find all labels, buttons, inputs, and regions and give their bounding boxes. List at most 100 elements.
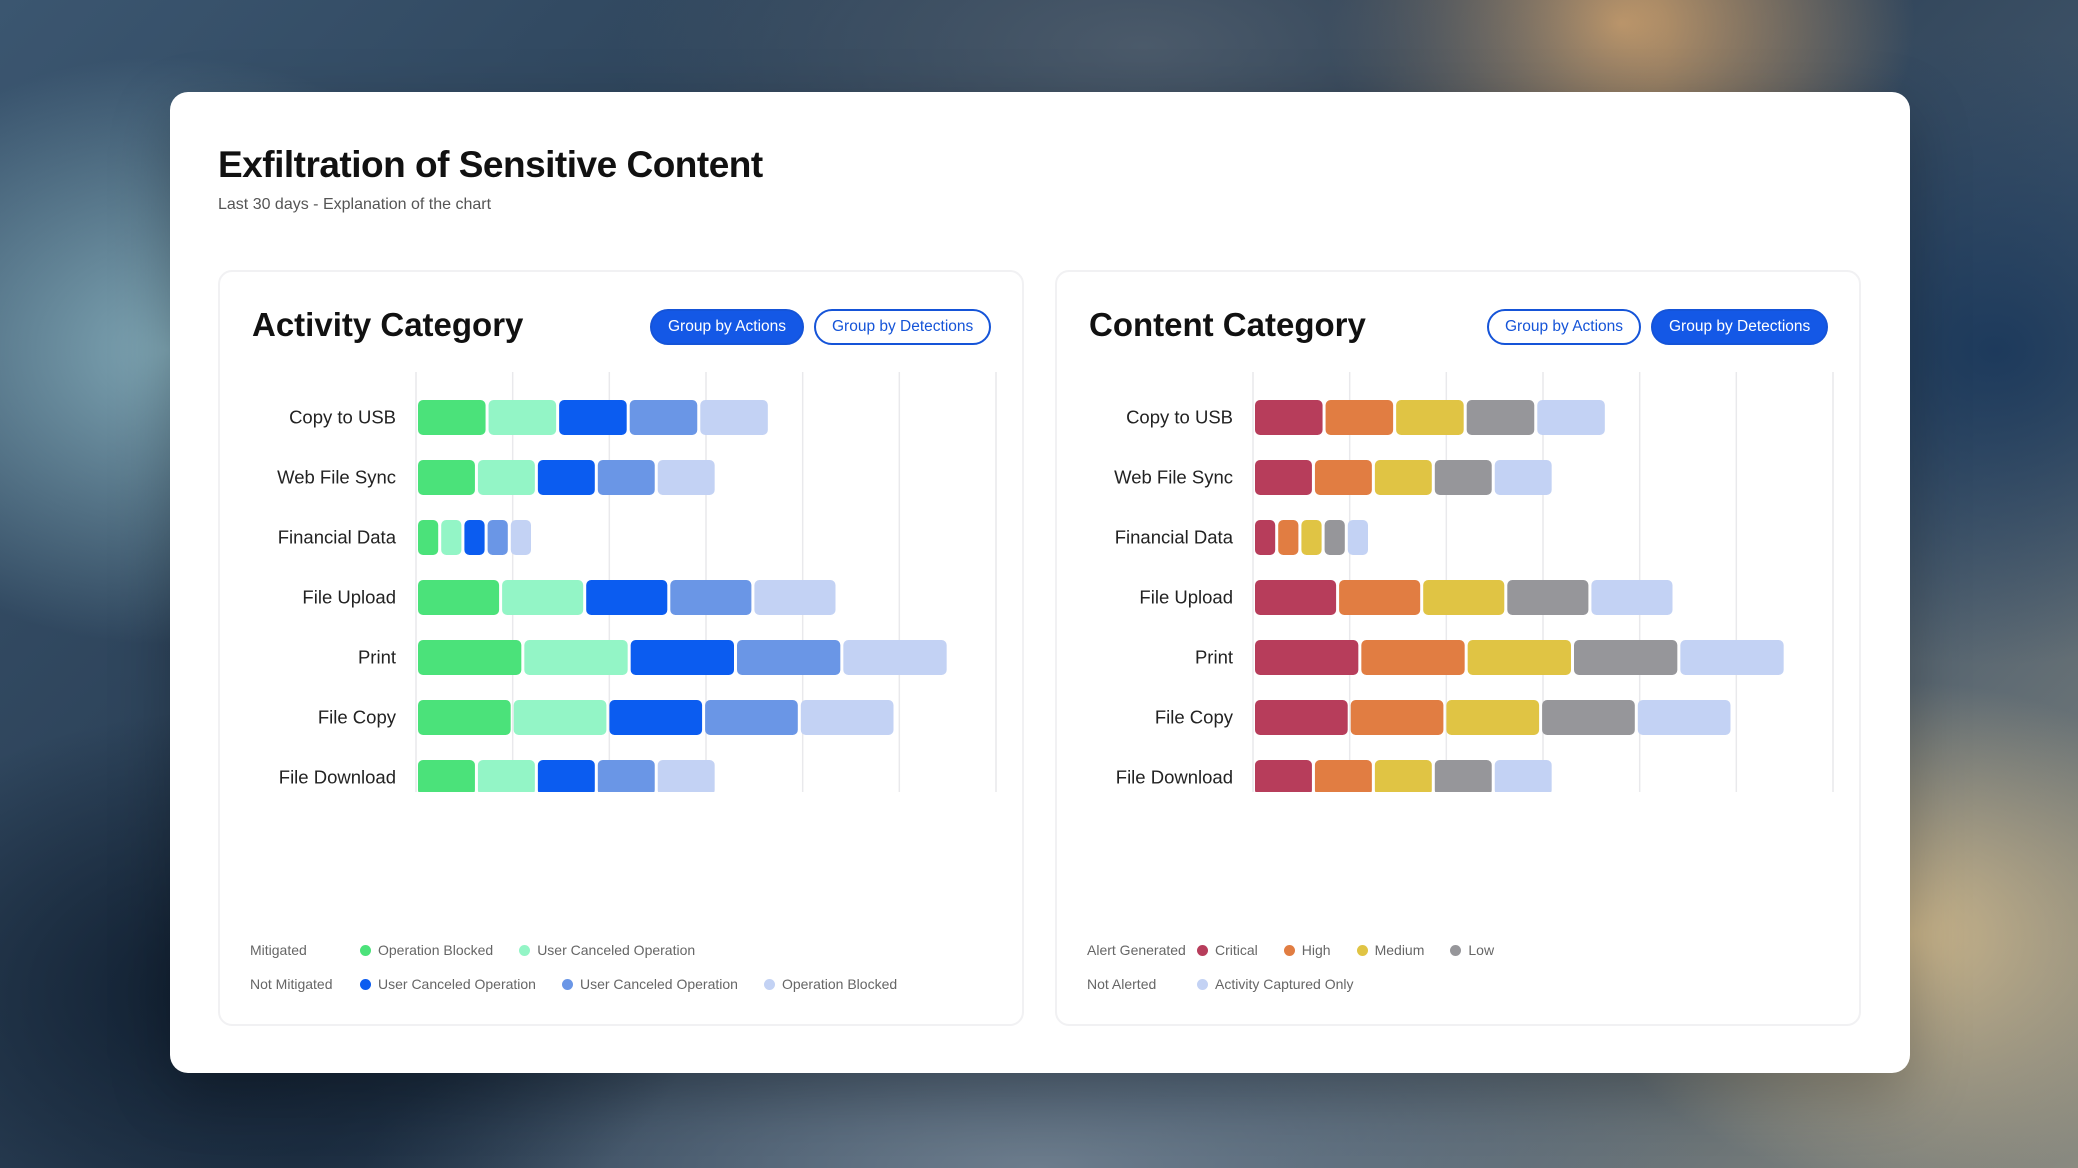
legend-row: Not Alerted Activity Captured Only bbox=[1087, 974, 1380, 994]
bar-segment[interactable] bbox=[477, 460, 535, 495]
group-by-actions-button[interactable]: Group by Actions bbox=[1487, 309, 1642, 345]
legend-item[interactable]: Operation Blocked bbox=[763, 976, 898, 992]
bar-segment[interactable] bbox=[1347, 520, 1368, 555]
bar-segment[interactable] bbox=[1324, 520, 1345, 555]
bar-segment[interactable] bbox=[1325, 400, 1394, 435]
bar-segment[interactable] bbox=[1494, 460, 1552, 495]
bar-segment[interactable] bbox=[1301, 520, 1322, 555]
bar-segment[interactable] bbox=[488, 400, 557, 435]
bar-segment[interactable] bbox=[537, 460, 595, 495]
bar-segment[interactable] bbox=[1466, 400, 1535, 435]
bar-segment[interactable] bbox=[464, 520, 485, 555]
bar-segment[interactable] bbox=[1314, 460, 1372, 495]
category-label: Print bbox=[1195, 647, 1233, 668]
bar-segment[interactable] bbox=[1467, 640, 1571, 675]
legend-item[interactable]: High bbox=[1283, 942, 1331, 958]
bar-segment[interactable] bbox=[1255, 520, 1276, 555]
legend-item[interactable]: User Canceled Operation bbox=[561, 976, 738, 992]
bar-segment[interactable] bbox=[1396, 400, 1464, 435]
category-label: File Upload bbox=[302, 587, 396, 608]
legend-swatch bbox=[561, 978, 573, 990]
legend-item[interactable]: Operation Blocked bbox=[360, 942, 493, 958]
bar-segment[interactable] bbox=[418, 700, 511, 735]
group-by-actions-button[interactable]: Group by Actions bbox=[650, 309, 805, 345]
bar-segment[interactable] bbox=[609, 700, 703, 735]
bar-segment[interactable] bbox=[1591, 580, 1673, 615]
bar-segment[interactable] bbox=[1542, 700, 1635, 735]
category-label: File Copy bbox=[318, 707, 397, 728]
legend-item[interactable]: Medium bbox=[1356, 942, 1424, 958]
legend-item[interactable]: Activity Captured Only bbox=[1197, 976, 1354, 992]
bar-segment[interactable] bbox=[418, 760, 475, 792]
bar-segment[interactable] bbox=[737, 640, 841, 675]
bar-segment[interactable] bbox=[418, 400, 486, 435]
legend-item-label: Activity Captured Only bbox=[1215, 976, 1354, 992]
bar-segment[interactable] bbox=[1494, 760, 1552, 792]
bar-segment[interactable] bbox=[800, 700, 894, 735]
bar-segment[interactable] bbox=[1507, 580, 1589, 615]
bar-segment[interactable] bbox=[418, 460, 475, 495]
bar-segment[interactable] bbox=[597, 760, 655, 792]
bar-segment[interactable] bbox=[1374, 460, 1432, 495]
page-subtitle: Last 30 days - Explanation of the chart bbox=[218, 196, 492, 213]
bar-segment[interactable] bbox=[502, 580, 584, 615]
bar-segment[interactable] bbox=[700, 400, 768, 435]
bar-segment[interactable] bbox=[537, 760, 595, 792]
group-by-detections-button[interactable]: Group by Detections bbox=[814, 309, 992, 345]
bar-segment[interactable] bbox=[1255, 400, 1323, 435]
bar-segment[interactable] bbox=[513, 700, 607, 735]
bar-segment[interactable] bbox=[1637, 700, 1731, 735]
legend-item-label: Operation Blocked bbox=[781, 976, 898, 992]
bar-segment[interactable] bbox=[657, 460, 715, 495]
panel-title: Content Category bbox=[1089, 306, 1366, 343]
bar-segment[interactable] bbox=[1278, 520, 1299, 555]
bar-segment[interactable] bbox=[441, 520, 462, 555]
bar-segment[interactable] bbox=[477, 760, 535, 792]
bar-segment[interactable] bbox=[1255, 760, 1312, 792]
bar-segment[interactable] bbox=[524, 640, 628, 675]
legend-item[interactable]: Critical bbox=[1197, 942, 1258, 958]
report-card: Exfiltration of Sensitive Content Last 3… bbox=[170, 92, 1910, 1073]
bar-segment[interactable] bbox=[418, 520, 439, 555]
bar-segment[interactable] bbox=[754, 580, 836, 615]
legend-item[interactable]: Low bbox=[1450, 942, 1494, 958]
group-by-detections-button[interactable]: Group by Detections bbox=[1651, 309, 1829, 345]
bar-segment[interactable] bbox=[1255, 700, 1348, 735]
legend-item[interactable]: User Canceled Operation bbox=[519, 942, 695, 958]
bar-segment[interactable] bbox=[418, 580, 500, 615]
bar-segment[interactable] bbox=[487, 520, 508, 555]
bar-segment[interactable] bbox=[670, 580, 752, 615]
bar-segment[interactable] bbox=[1434, 760, 1492, 792]
bar-segment[interactable] bbox=[1423, 580, 1505, 615]
bar-segment[interactable] bbox=[1374, 760, 1432, 792]
bar-segment[interactable] bbox=[1255, 460, 1312, 495]
panel-title: Activity Category bbox=[252, 306, 524, 343]
bar-segment[interactable] bbox=[510, 520, 531, 555]
legend-row: Mitigated Operation Blocked User Canceled … bbox=[250, 940, 721, 960]
bar-segment[interactable] bbox=[1350, 700, 1444, 735]
bar-segment[interactable] bbox=[705, 700, 798, 735]
bar-segment[interactable] bbox=[843, 640, 947, 675]
bar-segment[interactable] bbox=[1339, 580, 1421, 615]
bar-segment[interactable] bbox=[1255, 640, 1359, 675]
bar-segment[interactable] bbox=[1537, 400, 1605, 435]
bar-segment[interactable] bbox=[1446, 700, 1540, 735]
legend-row: Alert Generated Critical High Medium Low bbox=[1087, 940, 1520, 960]
bar-segment[interactable] bbox=[657, 760, 715, 792]
bar-segment[interactable] bbox=[1680, 640, 1784, 675]
bar-segment[interactable] bbox=[559, 400, 627, 435]
bar-segment[interactable] bbox=[629, 400, 698, 435]
legend-group-label: Not Mitigated bbox=[250, 976, 333, 992]
bar-segment[interactable] bbox=[1574, 640, 1678, 675]
bar-segment[interactable] bbox=[586, 580, 668, 615]
bar-segment[interactable] bbox=[1434, 460, 1492, 495]
bar-segment[interactable] bbox=[597, 460, 655, 495]
bar-segment[interactable] bbox=[630, 640, 734, 675]
bar-segment[interactable] bbox=[1255, 580, 1337, 615]
bar-segment[interactable] bbox=[418, 640, 522, 675]
bar-segment[interactable] bbox=[1361, 640, 1465, 675]
legend-item-label: User Canceled Operation bbox=[537, 942, 696, 958]
legend-item[interactable]: User Canceled Operation bbox=[360, 976, 536, 992]
category-label: Financial Data bbox=[1115, 527, 1234, 548]
bar-segment[interactable] bbox=[1314, 760, 1372, 792]
